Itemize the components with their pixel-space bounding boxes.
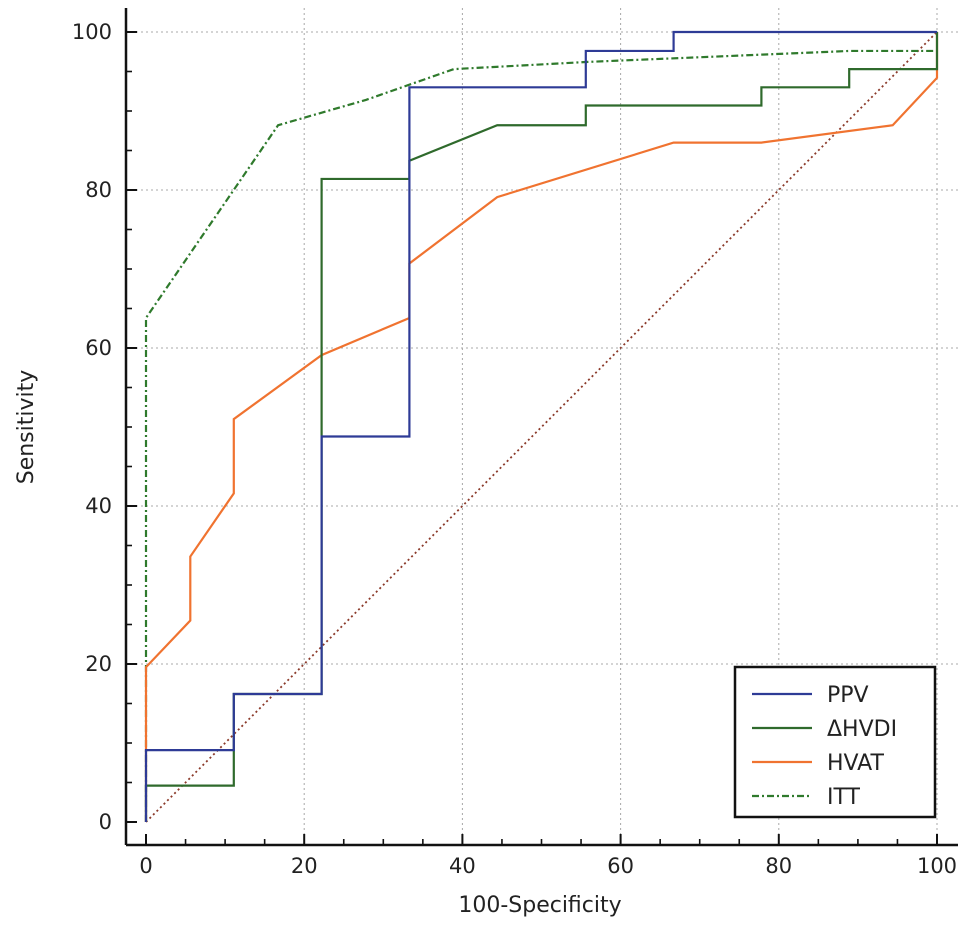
series-line-ppv	[144, 30, 937, 822]
y-tick-label: 0	[99, 810, 112, 834]
legend: PPV ΔHVDI HVAT ITT	[733, 665, 937, 819]
x-tick-label: 40	[449, 854, 476, 878]
legend-label: ΔHVDI	[827, 717, 897, 742]
x-axis-title: 100-Specificity	[458, 893, 621, 918]
series-line-itt	[144, 49, 937, 822]
legend-label: ITT	[827, 785, 861, 810]
legend-label: HVAT	[827, 751, 885, 776]
x-tick-label: 100	[917, 854, 957, 878]
reference-diagonal-line	[145, 31, 938, 823]
series-layer	[144, 30, 939, 823]
y-tick-label: 80	[85, 178, 112, 202]
x-tick-label: 0	[139, 854, 152, 878]
ticks-layer: 0 20 40 60 80 100 0 20 40 60 80 100	[72, 20, 957, 878]
y-tick-label: 40	[85, 494, 112, 518]
legend-label: PPV	[827, 683, 869, 708]
grid-layer	[126, 8, 958, 845]
y-tick-label: 100	[72, 20, 112, 44]
x-tick-label: 60	[607, 854, 634, 878]
x-tick-label: 80	[765, 854, 792, 878]
y-tick-label: 60	[85, 336, 112, 360]
legend-box	[733, 665, 937, 819]
y-tick-label: 20	[85, 652, 112, 676]
y-axis-title: Sensitivity	[14, 370, 39, 485]
x-tick-label: 20	[291, 854, 318, 878]
